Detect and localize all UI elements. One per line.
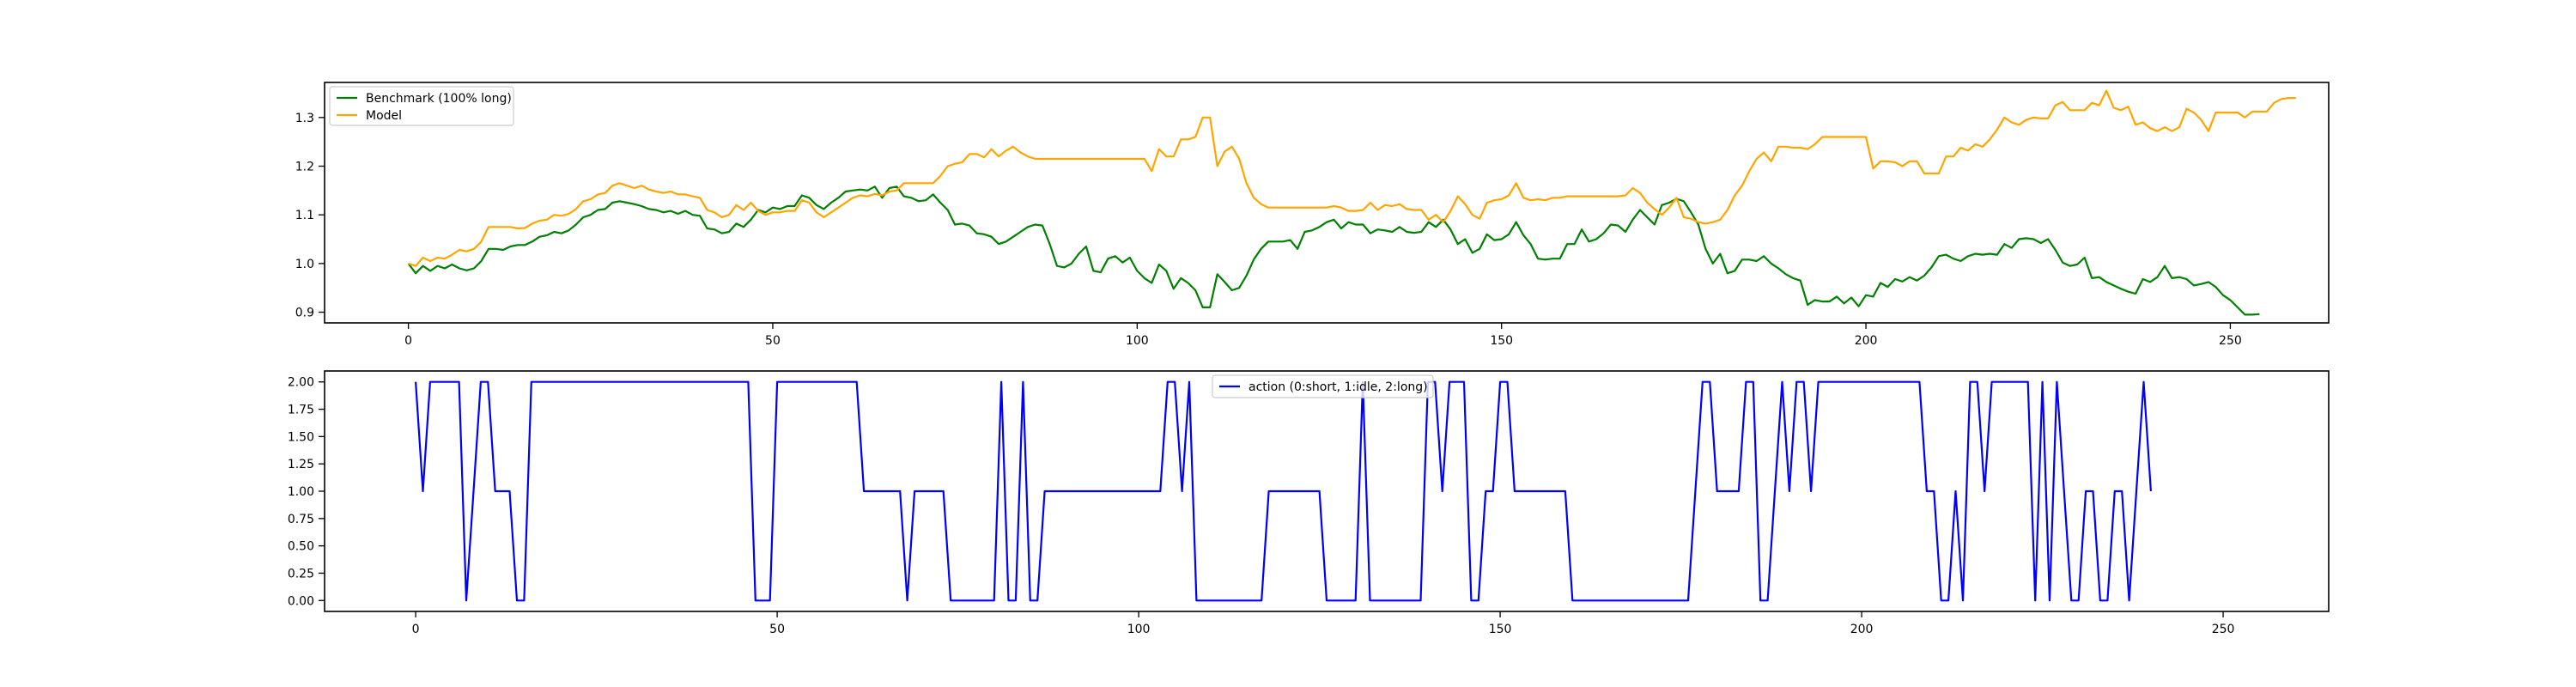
x-tick-label: 250 — [2219, 334, 2242, 348]
legend-box — [329, 86, 514, 126]
x-tick-label: 250 — [2212, 623, 2235, 636]
x-axis-ticks: 0 50 100 150 200 250 — [412, 611, 2235, 636]
series-line-1 — [408, 89, 2296, 267]
y-tick-label: 1.75 — [288, 404, 314, 417]
y-tick-label: 0.00 — [288, 594, 314, 608]
series-line-0 — [407, 185, 2260, 316]
y-axis-ticks: 0.9 1.0 1.1 1.2 1.3 — [295, 112, 325, 320]
y-tick-label: 1.1 — [295, 209, 314, 222]
y-tick-label: 0.75 — [288, 513, 314, 526]
x-tick-label: 100 — [1126, 334, 1149, 348]
axes-frame — [324, 82, 2330, 324]
y-tick-label: 0.9 — [295, 307, 314, 320]
y-tick-label: 2.00 — [288, 376, 314, 390]
y-tick-label: 1.0 — [295, 258, 314, 271]
y-tick-label: 1.3 — [295, 112, 314, 125]
y-axis-ticks: 0.00 0.25 0.50 0.75 1.00 1.25 1.50 1.75 2.00 — [288, 376, 325, 608]
y-tick-label: 1.25 — [288, 458, 314, 471]
y-tick-label: 1.2 — [295, 160, 314, 173]
legend-label-model: Model — [366, 109, 402, 123]
x-axis-ticks: 0 50 100 150 200 250 — [404, 323, 2242, 348]
legend-label-action: action (0:short, 1:idle, 2:long) — [1249, 380, 1428, 394]
x-tick-label: 150 — [1490, 334, 1513, 348]
x-tick-label: 100 — [1127, 623, 1151, 636]
legend-label-benchmark: Benchmark (100% long) — [366, 92, 512, 106]
legend: Benchmark (100% long) Model — [329, 86, 514, 126]
x-tick-label: 200 — [1855, 334, 1878, 348]
action-panel: 0 50 100 150 200 250 0.00 0.25 0.50 0.75 1.00 1.25… — [288, 370, 2330, 636]
plot-lines — [415, 380, 2152, 602]
plot-lines — [407, 89, 2296, 316]
series-line-0 — [415, 380, 2152, 602]
legend-box — [1212, 374, 1434, 398]
benchmark-vs-model-panel: 0 50 100 150 200 250 0.9 1.0 1.1 1.2 1.3 Benchmar… — [295, 82, 2330, 348]
legend: action (0:short, 1:idle, 2:long) — [1212, 374, 1434, 398]
y-tick-label: 1.00 — [288, 485, 314, 499]
x-tick-label: 200 — [1850, 623, 1874, 636]
x-tick-label: 0 — [404, 334, 412, 348]
y-tick-label: 0.50 — [288, 540, 314, 554]
y-tick-label: 1.50 — [288, 430, 314, 444]
y-tick-label: 0.25 — [288, 567, 314, 581]
x-tick-label: 50 — [765, 334, 781, 348]
x-tick-label: 50 — [769, 623, 785, 636]
x-tick-label: 150 — [1489, 623, 1512, 636]
x-tick-label: 0 — [412, 623, 420, 636]
